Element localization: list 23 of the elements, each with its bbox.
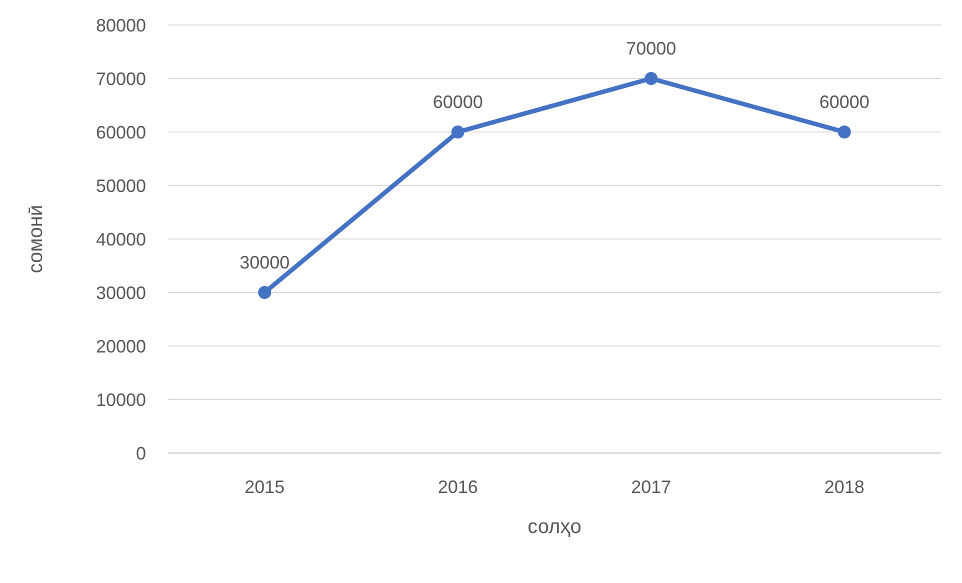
y-tick-label: 60000 xyxy=(96,122,146,142)
x-tick-label: 2017 xyxy=(631,477,672,497)
point xyxy=(838,126,851,138)
y-axis-title: сомонӣ xyxy=(25,204,47,274)
x-tick-label: 2016 xyxy=(438,477,478,497)
data-label: 60000 xyxy=(819,92,870,112)
y-tick-label: 20000 xyxy=(96,336,146,356)
y-tick-label: 70000 xyxy=(96,68,146,89)
y-tick-label: 40000 xyxy=(96,229,146,250)
y-tick-label: 0 xyxy=(136,443,146,464)
y-tick-label: 50000 xyxy=(96,176,146,196)
point xyxy=(258,286,272,299)
data-label: 70000 xyxy=(626,38,676,58)
data-label: 30000 xyxy=(240,252,290,272)
point xyxy=(451,126,464,138)
point xyxy=(644,72,658,85)
y-tick-label: 10000 xyxy=(96,390,146,410)
x-tick-label: 2015 xyxy=(244,477,285,497)
y-tick-label: 80000 xyxy=(96,15,146,36)
y-tick-label: 30000 xyxy=(96,282,146,303)
x-axis-title: солҳо xyxy=(528,516,582,538)
x-tick-label: 2018 xyxy=(824,477,864,497)
data-label: 60000 xyxy=(432,92,483,112)
